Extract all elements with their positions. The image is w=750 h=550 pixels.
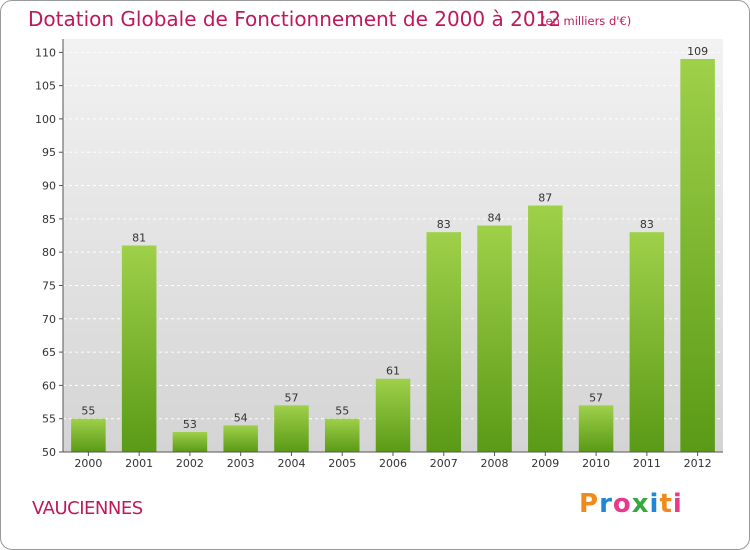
logo-letter: o	[612, 489, 632, 519]
bar	[477, 225, 512, 452]
y-tick-label: 55	[42, 413, 56, 426]
data-label: 87	[538, 192, 552, 205]
y-tick-label: 50	[42, 446, 56, 459]
logo-letter: i	[672, 489, 683, 519]
commune-name: VAUCIENNES	[32, 498, 143, 519]
bar	[223, 425, 258, 452]
y-tick-label: 75	[42, 279, 56, 292]
x-tick-label: 2002	[176, 457, 204, 470]
logo-letter: P	[579, 489, 600, 519]
y-tick-label: 65	[42, 346, 56, 359]
x-tick-label: 2003	[227, 457, 255, 470]
data-label: 55	[81, 405, 95, 418]
chart-subtitle: (en milliers d'€)	[541, 14, 632, 28]
data-label: 55	[335, 405, 349, 418]
x-tick-label: 2010	[582, 457, 610, 470]
x-tick-label: 2001	[125, 457, 153, 470]
data-label: 84	[488, 212, 502, 225]
y-tick-label: 105	[35, 80, 56, 93]
logo-letter: t	[659, 489, 673, 519]
x-tick-label: 2007	[430, 457, 458, 470]
logo-letter: r	[599, 489, 613, 519]
logo-letter: x	[631, 489, 650, 519]
data-label: 53	[183, 418, 197, 431]
x-tick-label: 2008	[481, 457, 509, 470]
data-label: 54	[234, 411, 248, 424]
y-tick-label: 95	[42, 146, 56, 159]
x-tick-label: 2005	[328, 457, 356, 470]
bar	[629, 232, 665, 452]
bar	[578, 405, 614, 452]
bar	[274, 405, 309, 452]
data-label: 83	[437, 218, 451, 231]
x-tick-label: 2011	[633, 457, 661, 470]
data-label: 81	[132, 232, 146, 245]
bar	[680, 58, 715, 452]
data-label: 61	[386, 365, 400, 378]
proxiti-logo[interactable]: Proxiti	[579, 489, 683, 519]
data-label: 109	[687, 45, 708, 58]
x-tick-label: 2009	[531, 457, 559, 470]
bar	[528, 205, 563, 452]
data-label: 57	[589, 391, 603, 404]
y-tick-label: 60	[42, 379, 56, 392]
y-tick-label: 90	[42, 180, 56, 193]
y-tick-label: 70	[42, 313, 56, 326]
chart-title: Dotation Globale de Fonctionnement de 20…	[28, 7, 561, 31]
y-tick-label: 110	[35, 46, 56, 59]
bar	[426, 232, 462, 452]
y-tick-label: 80	[42, 246, 56, 259]
x-tick-label: 2004	[277, 457, 305, 470]
logo-letter: i	[649, 489, 660, 519]
bar	[172, 432, 208, 452]
data-label: 57	[284, 391, 298, 404]
x-tick-label: 2006	[379, 457, 407, 470]
y-tick-label: 100	[35, 113, 56, 126]
x-tick-label: 2012	[684, 457, 712, 470]
bar	[121, 245, 157, 452]
bar	[375, 378, 411, 452]
y-tick-label: 85	[42, 213, 56, 226]
bar	[324, 418, 360, 452]
data-label: 83	[640, 218, 654, 231]
bar	[71, 418, 106, 452]
x-tick-label: 2000	[74, 457, 102, 470]
